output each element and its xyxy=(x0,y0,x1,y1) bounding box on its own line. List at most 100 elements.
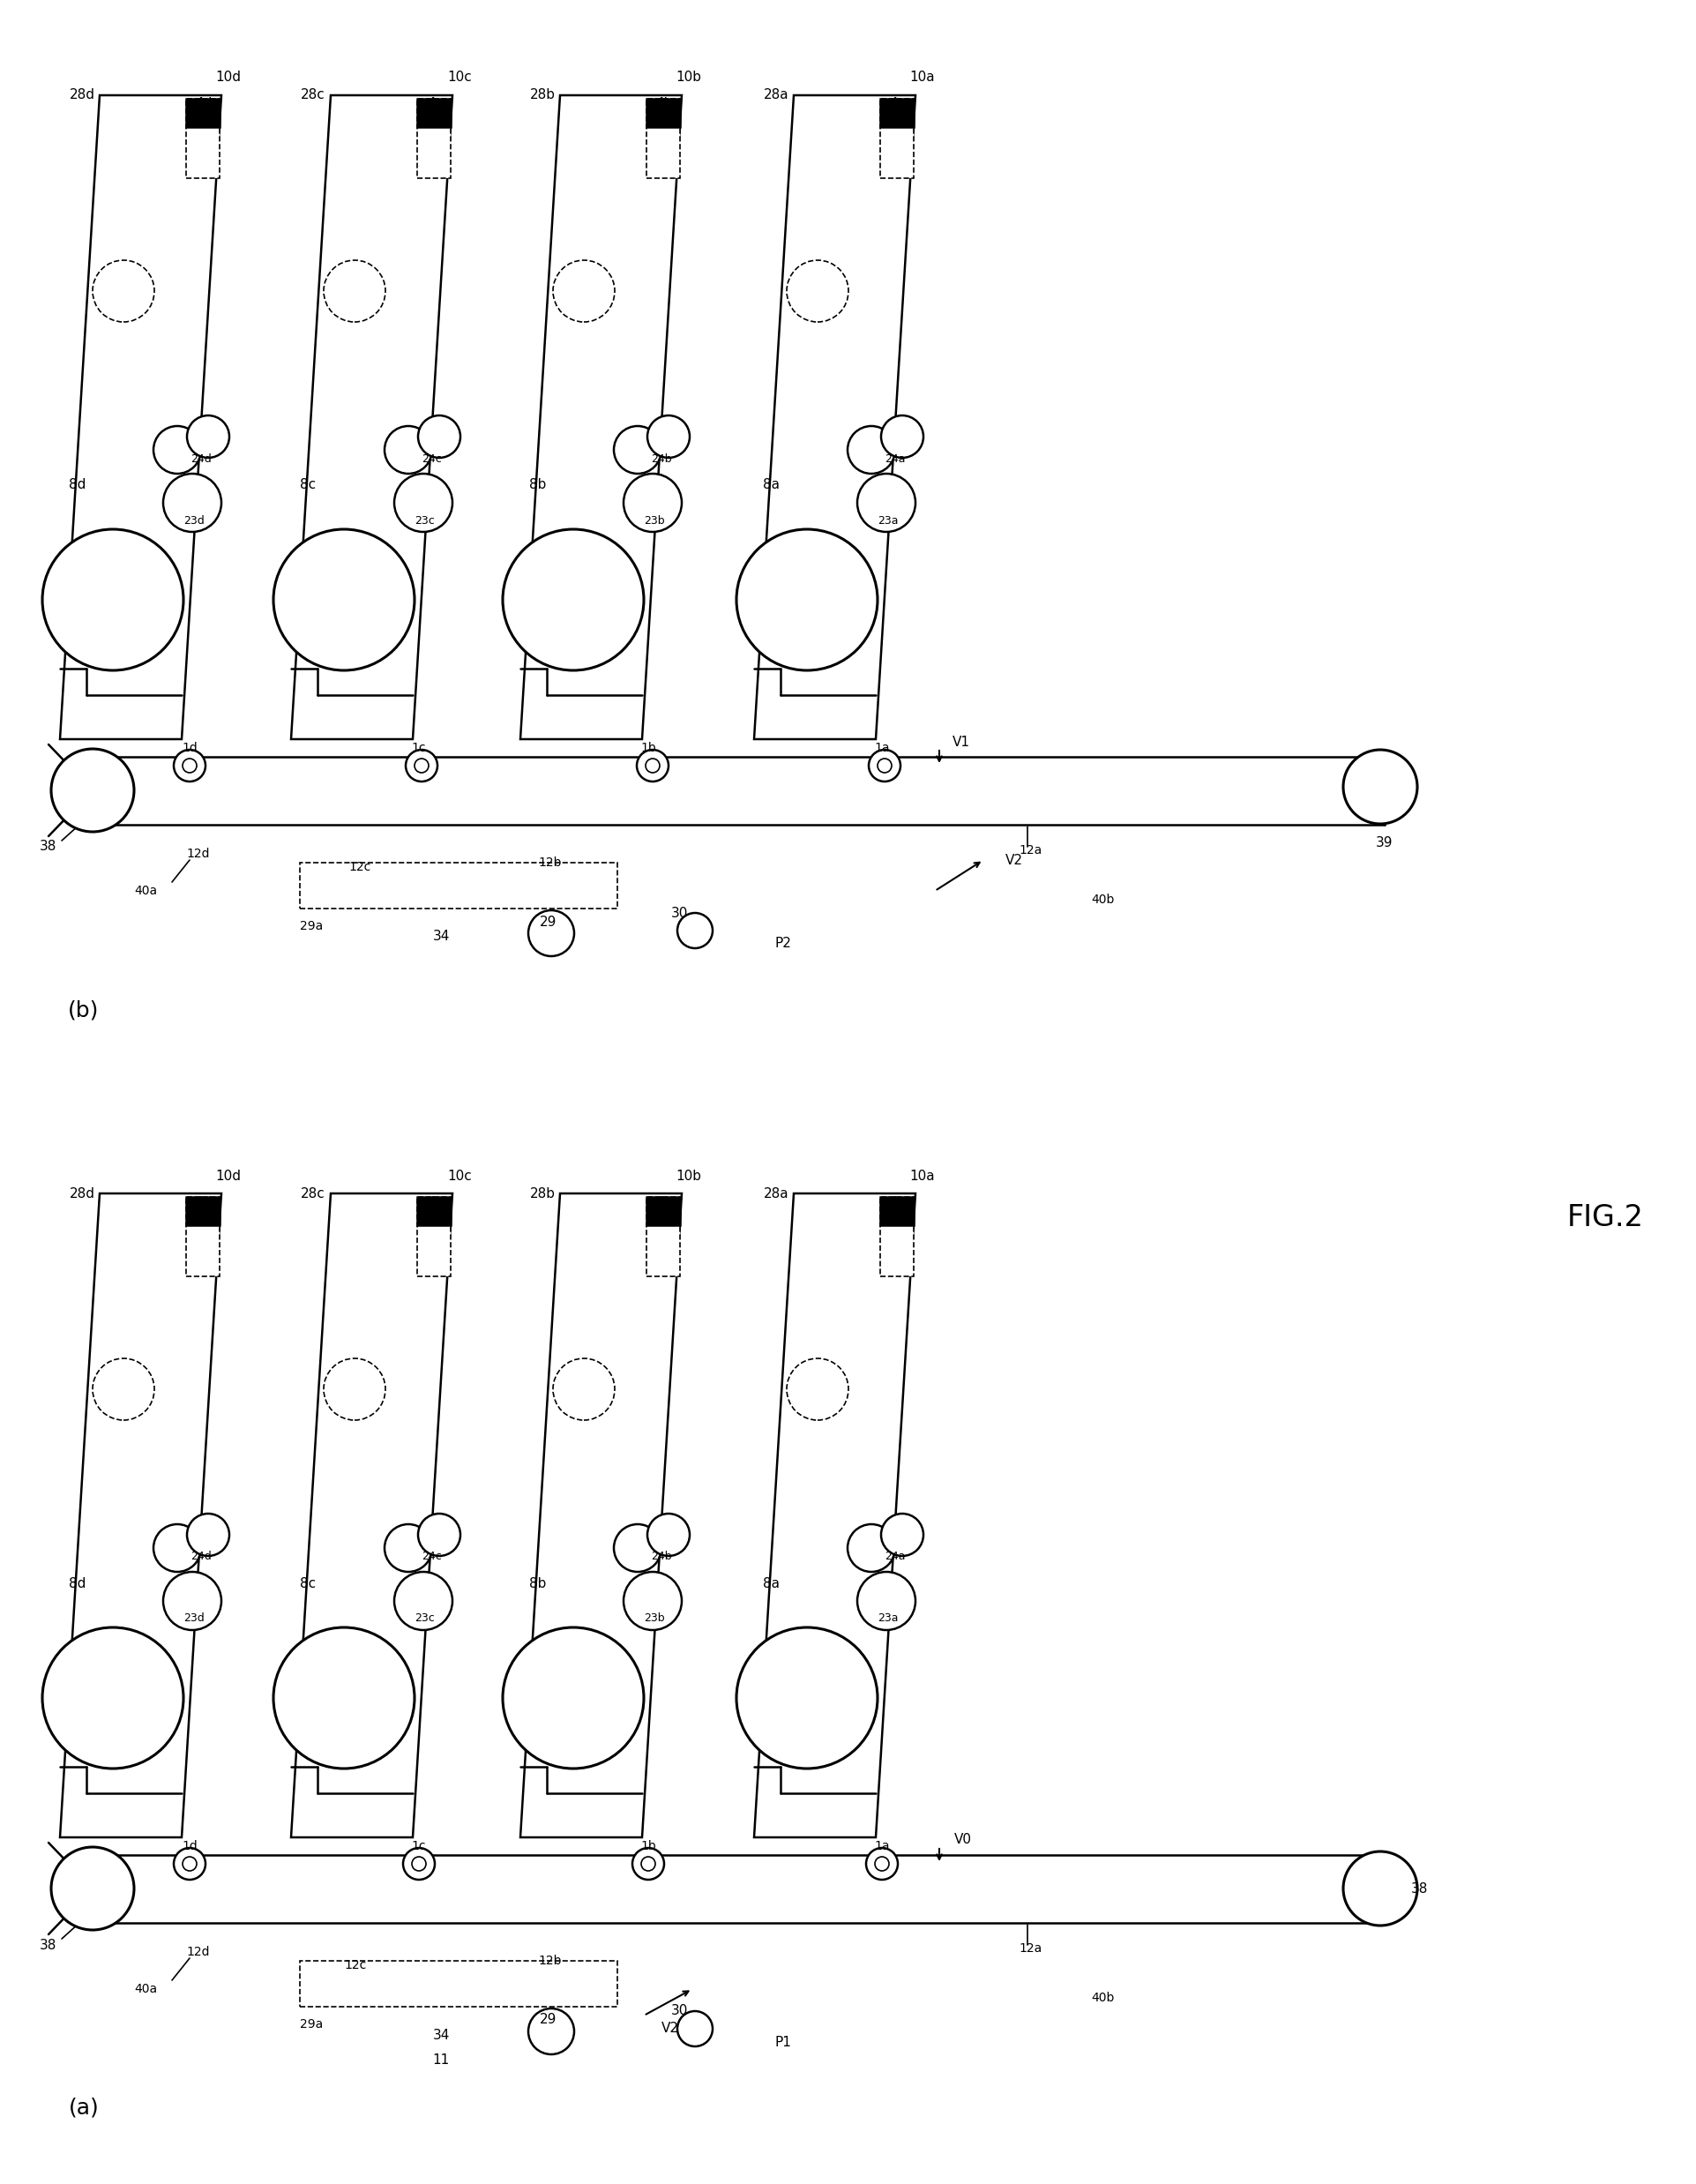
Circle shape xyxy=(51,1848,134,1931)
Text: 28a: 28a xyxy=(763,1186,789,1199)
Circle shape xyxy=(868,749,901,782)
Text: 38: 38 xyxy=(1411,1883,1428,1896)
Text: 23d: 23d xyxy=(183,515,205,526)
Text: 23d: 23d xyxy=(183,1612,205,1625)
Circle shape xyxy=(385,1524,432,1572)
Bar xyxy=(880,1197,914,1275)
Text: 24b: 24b xyxy=(651,452,672,465)
Text: 40a: 40a xyxy=(134,1983,158,1996)
Polygon shape xyxy=(755,1192,916,1837)
Text: 30: 30 xyxy=(670,906,687,919)
Text: (a): (a) xyxy=(68,2097,98,2118)
Circle shape xyxy=(51,749,134,832)
Circle shape xyxy=(736,1627,877,1769)
Text: 1c: 1c xyxy=(412,1839,426,1852)
Circle shape xyxy=(875,1856,889,1872)
Circle shape xyxy=(502,1627,644,1769)
Circle shape xyxy=(856,474,916,533)
Text: 11: 11 xyxy=(432,2053,449,2066)
Bar xyxy=(187,98,219,127)
Circle shape xyxy=(677,913,712,948)
Bar xyxy=(417,98,451,179)
Circle shape xyxy=(553,260,614,321)
Text: 12b: 12b xyxy=(538,1955,561,1968)
Circle shape xyxy=(42,1627,183,1769)
Text: 10c: 10c xyxy=(448,1168,471,1182)
Text: 4c: 4c xyxy=(427,98,443,111)
Bar xyxy=(417,98,451,127)
Text: 12d: 12d xyxy=(187,1946,210,1959)
Circle shape xyxy=(648,1514,690,1555)
Circle shape xyxy=(553,1358,614,1420)
Circle shape xyxy=(93,1358,154,1420)
Bar xyxy=(417,1197,451,1225)
Circle shape xyxy=(624,1572,682,1629)
Text: 10c: 10c xyxy=(448,72,471,85)
Circle shape xyxy=(646,758,660,773)
Circle shape xyxy=(183,1856,197,1872)
Circle shape xyxy=(624,474,682,533)
Bar xyxy=(880,98,914,179)
Text: 4b: 4b xyxy=(656,1195,673,1210)
Circle shape xyxy=(677,2011,712,2046)
Circle shape xyxy=(42,529,183,670)
Circle shape xyxy=(882,415,923,459)
Bar xyxy=(646,1197,680,1225)
Text: 34: 34 xyxy=(432,930,449,943)
Circle shape xyxy=(173,1848,205,1880)
Text: 24c: 24c xyxy=(422,452,441,465)
Bar xyxy=(646,98,680,127)
Text: 1a: 1a xyxy=(873,1839,890,1852)
Circle shape xyxy=(848,1524,895,1572)
Text: 23a: 23a xyxy=(877,515,899,526)
Circle shape xyxy=(882,1514,923,1555)
Text: 10a: 10a xyxy=(909,72,934,85)
Circle shape xyxy=(527,2009,575,2055)
Text: 4d: 4d xyxy=(195,98,212,111)
Circle shape xyxy=(93,260,154,321)
Text: 28c: 28c xyxy=(300,90,326,103)
Text: 10b: 10b xyxy=(677,72,702,85)
Text: 1b: 1b xyxy=(641,1839,656,1852)
Text: 1d: 1d xyxy=(181,743,197,753)
Circle shape xyxy=(324,1358,385,1420)
Text: 23a: 23a xyxy=(877,1612,899,1625)
Polygon shape xyxy=(59,1192,222,1837)
Text: 10b: 10b xyxy=(677,1168,702,1182)
Text: 40b: 40b xyxy=(1091,1992,1114,2005)
Text: 39: 39 xyxy=(1375,836,1394,850)
Circle shape xyxy=(787,260,848,321)
Circle shape xyxy=(404,1848,434,1880)
Text: 1d: 1d xyxy=(181,1839,197,1852)
Circle shape xyxy=(417,1514,460,1555)
Text: 4a: 4a xyxy=(889,1195,906,1210)
Text: 23b: 23b xyxy=(644,515,665,526)
Text: 8b: 8b xyxy=(529,478,546,491)
Text: 4b: 4b xyxy=(656,98,673,111)
Text: 29: 29 xyxy=(539,915,556,928)
Text: 29a: 29a xyxy=(300,2018,322,2031)
Text: V2: V2 xyxy=(661,2022,678,2035)
Text: 30: 30 xyxy=(670,2005,687,2018)
Bar xyxy=(646,1197,680,1275)
Text: 24d: 24d xyxy=(190,452,212,465)
Text: V2: V2 xyxy=(1006,854,1023,867)
Text: 28c: 28c xyxy=(300,1186,326,1199)
Circle shape xyxy=(393,474,453,533)
Text: 24a: 24a xyxy=(885,1551,906,1562)
Text: 12a: 12a xyxy=(1019,1942,1041,1955)
Text: 4a: 4a xyxy=(889,98,906,111)
Text: 29: 29 xyxy=(539,2014,556,2027)
Circle shape xyxy=(163,1572,222,1629)
Text: 12c: 12c xyxy=(344,1959,366,1972)
Text: 8a: 8a xyxy=(763,478,780,491)
Polygon shape xyxy=(292,96,453,738)
Text: 38: 38 xyxy=(41,1939,58,1952)
Circle shape xyxy=(412,1856,426,1872)
Bar xyxy=(187,98,219,179)
Text: 8c: 8c xyxy=(300,1577,315,1590)
Circle shape xyxy=(385,426,432,474)
Text: 28a: 28a xyxy=(763,90,789,103)
Text: 12a: 12a xyxy=(1019,845,1041,856)
Circle shape xyxy=(163,474,222,533)
